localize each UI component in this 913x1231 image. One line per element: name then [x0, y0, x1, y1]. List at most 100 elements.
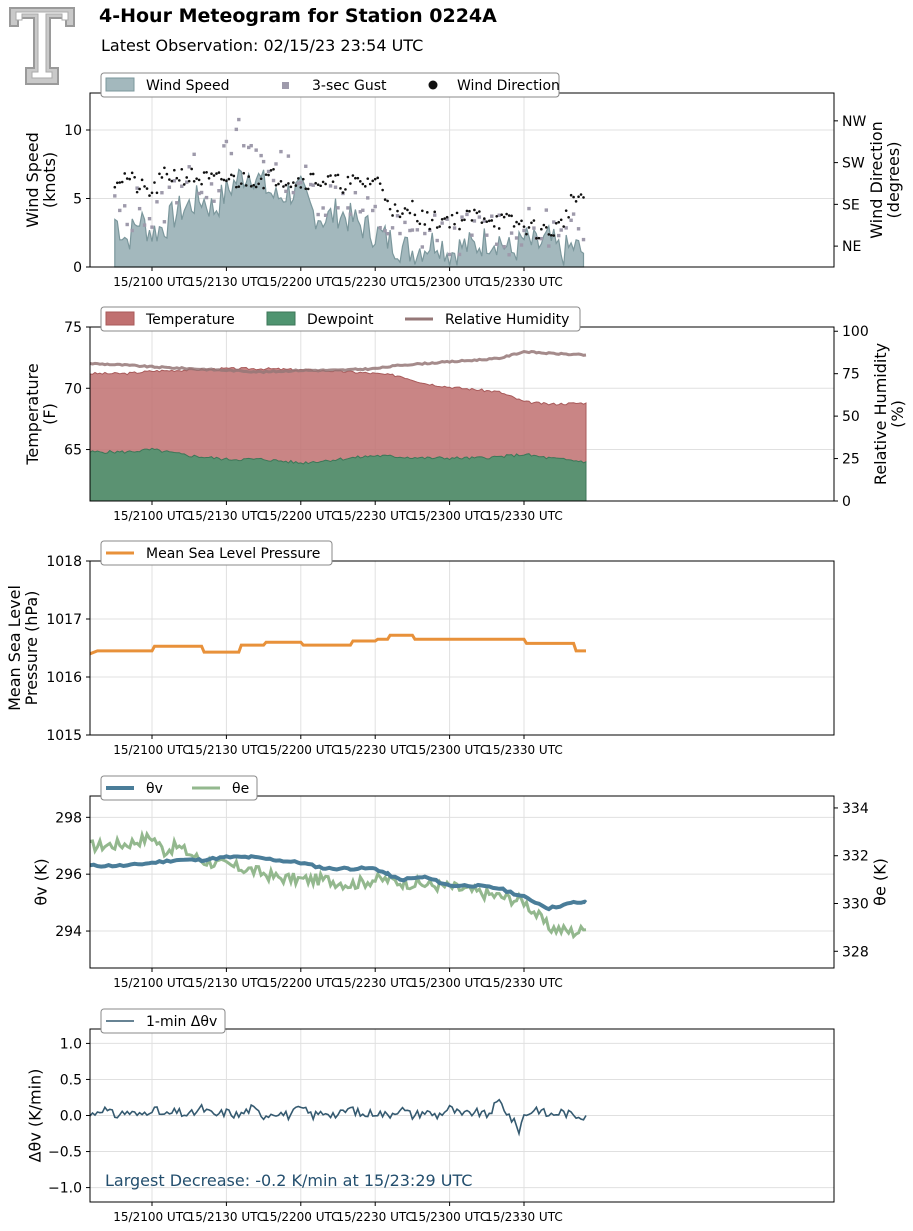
gust-marker: [472, 219, 477, 223]
wind-direction-point: [510, 214, 513, 218]
gust-marker: [125, 222, 129, 227]
gust-marker: [435, 238, 439, 243]
wind-direction-point: [329, 174, 332, 177]
wind-direction-point: [396, 209, 399, 213]
wind-direction-point: [388, 207, 392, 211]
wind-direction-point: [416, 219, 419, 223]
gust-marker: [286, 154, 291, 158]
wind-legend-frame: [100, 72, 560, 98]
gust-marker: [147, 216, 152, 221]
gust-marker: [410, 228, 415, 232]
wind-direction-point: [448, 225, 451, 229]
wind-direction-point: [492, 225, 496, 228]
gust-marker: [482, 219, 487, 223]
x-tick-label: 15/2330 UTC: [485, 275, 562, 289]
wind-direction-point: [272, 167, 275, 171]
gust-marker: [423, 231, 427, 236]
dtheta-ylabel: Δθv (K/min): [26, 1069, 45, 1163]
wind-direction-point: [572, 195, 575, 199]
legend-label: Mean Sea Level Pressure: [146, 546, 320, 562]
wind-direction-point: [252, 183, 255, 187]
y2-tick-label: 334: [842, 801, 869, 817]
wind-direction-point: [418, 222, 422, 226]
gust-marker: [485, 233, 489, 237]
wind-direction-point: [574, 200, 578, 203]
wind-direction-point: [525, 232, 528, 236]
wind-direction-point: [557, 220, 561, 224]
wind-direction-point: [200, 182, 203, 186]
wind-direction-point: [173, 168, 176, 172]
gust-marker: [212, 199, 216, 203]
wind-direction-point: [562, 225, 565, 228]
wind-direction-point: [314, 181, 317, 185]
wind-direction-point: [346, 175, 350, 179]
wind-direction-point: [155, 191, 159, 195]
dtheta-legend: 1-min Δθv: [100, 1008, 226, 1034]
gust-marker: [378, 225, 382, 230]
wind-direction-point: [262, 186, 265, 190]
wind-direction-point: [497, 227, 501, 230]
wind-direction-point: [187, 179, 191, 183]
gust-marker: [175, 201, 179, 205]
gust-marker: [465, 212, 469, 217]
gust-marker: [187, 165, 191, 169]
gust-marker: [150, 225, 154, 229]
theta-e-ylabel-line: θe (K): [871, 858, 890, 906]
relative-humidity-axis: 0 25 50 75 100: [834, 324, 869, 510]
gust-marker: [279, 149, 283, 154]
gust-marker: [296, 181, 301, 186]
x-tick-label: 15/2130 UTC: [188, 976, 265, 990]
x-tick-label: 15/2330 UTC: [485, 976, 562, 990]
wind-direction-point: [495, 215, 499, 218]
wind-direction-point: [326, 175, 330, 178]
x-tick-label: 15/2200 UTC: [262, 509, 339, 523]
wind-direction-point: [267, 173, 270, 177]
x-tick-label: 15/2130 UTC: [188, 275, 265, 289]
wind-direction-point: [165, 172, 169, 176]
wind-direction-point: [269, 169, 273, 172]
gust-marker: [420, 245, 425, 249]
gust-marker: [259, 153, 263, 158]
wind-direction-point: [235, 185, 238, 189]
wind-direction-point: [244, 184, 248, 187]
y-tick-label: 0.5: [60, 1072, 82, 1088]
wind-direction-point: [421, 209, 424, 213]
pressure-legend-frame: [100, 540, 333, 566]
gust-marker: [547, 244, 551, 248]
gust-marker: [522, 228, 526, 233]
x-tick-label: 15/2100 UTC: [113, 275, 190, 289]
wind-direction-point: [453, 222, 456, 226]
legend-swatch: [428, 80, 438, 90]
y-tick-label: 1.0: [60, 1036, 82, 1052]
gust-marker: [502, 244, 506, 249]
relative-humidity-ylabel-line: (%): [888, 400, 907, 428]
wind-direction-ylabel: Wind Direction(degrees): [867, 121, 903, 239]
gust-marker: [457, 252, 462, 257]
gust-marker: [274, 162, 278, 166]
wind-direction-point: [435, 226, 439, 229]
y2-tick-label: 25: [842, 452, 860, 468]
wind-direction-point: [423, 223, 427, 226]
x-tick-label: 15/2100 UTC: [113, 976, 190, 990]
wind-direction-point: [160, 176, 164, 179]
wind-direction-point: [192, 180, 196, 183]
wind-direction-point: [433, 210, 437, 214]
gust-marker: [460, 215, 464, 219]
gust-marker: [229, 151, 234, 156]
gust-marker: [385, 231, 390, 236]
wind-direction-point: [549, 233, 553, 237]
wind-speed-ylabel-line: Wind Speed: [23, 132, 42, 227]
wind-direction-point: [128, 177, 131, 181]
theta-legend: θv θe: [100, 775, 258, 801]
dtheta-legend-frame: [100, 1008, 226, 1034]
wind-direction-point: [135, 190, 139, 194]
wind-direction-point: [450, 213, 454, 217]
wind-direction-point: [331, 180, 335, 184]
legend-label: Dewpoint: [307, 312, 374, 328]
wind-direction-point: [478, 210, 481, 213]
x-tick-label: 15/2230 UTC: [336, 743, 413, 757]
gust-marker: [346, 206, 350, 210]
wind-direction-point: [386, 199, 389, 203]
